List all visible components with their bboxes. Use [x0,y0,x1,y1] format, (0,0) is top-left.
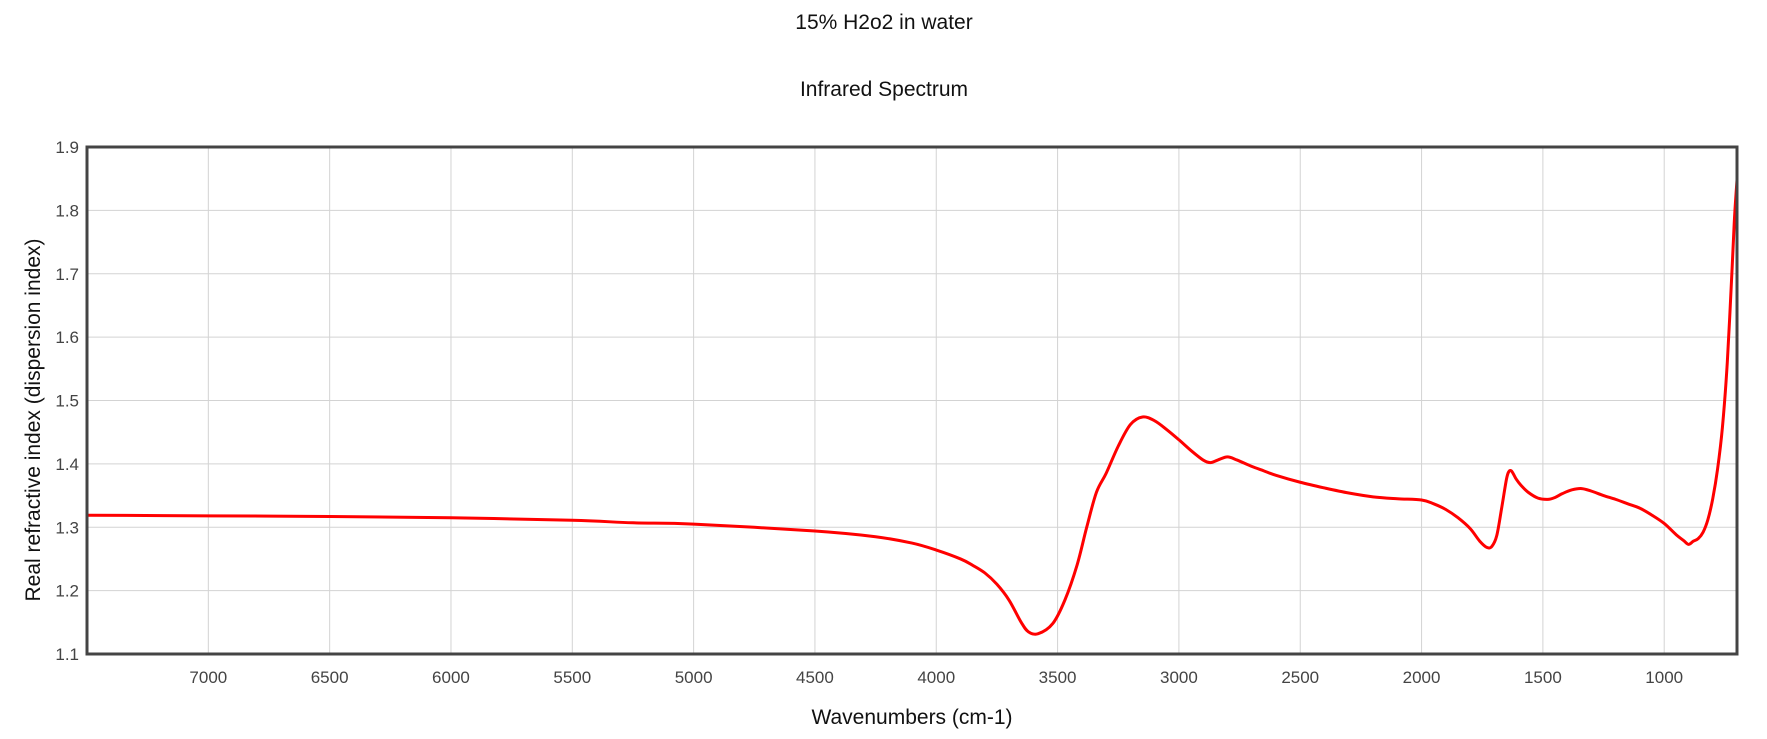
x-tick-label: 2500 [1281,668,1319,687]
y-tick-label: 1.3 [55,518,79,537]
x-axis-ticks: 7000 6500 6000 5500 5000 4500 4000 3500 3000 2500… [189,668,1683,687]
y-axis-label: Real refractive index (dispersion index) [22,239,45,602]
y-tick-label: 1.5 [55,392,79,411]
y-tick-label: 1.9 [55,138,79,157]
x-tick-label: 3500 [1039,668,1077,687]
x-tick-label: 4500 [796,668,834,687]
x-tick-label: 7000 [189,668,227,687]
y-tick-label: 1.7 [55,265,79,284]
x-tick-label: 3000 [1160,668,1198,687]
x-tick-label: 6000 [432,668,470,687]
chart-subtitle: Infrared Spectrum [800,78,968,101]
x-axis-label: Wavenumbers (cm-1) [811,706,1012,729]
y-tick-label: 1.8 [55,201,79,220]
x-tick-label: 6500 [311,668,349,687]
series-group [85,178,1739,636]
y-tick-label: 1.4 [55,455,79,474]
y-tick-label: 1.6 [55,328,79,347]
y-tick-label: 1.1 [55,645,79,664]
plot-frame [85,145,1739,656]
x-tick-label: 5000 [675,668,713,687]
y-tick-label: 1.2 [55,582,79,601]
x-tick-label: 2000 [1403,668,1441,687]
x-tick-label: 5500 [553,668,591,687]
grid-lines [87,146,1737,655]
spectrum-series-line [85,178,1739,636]
y-axis-ticks: 1.1 1.2 1.3 1.4 1.5 1.6 1.7 1.8 1.9 [55,138,79,664]
x-tick-label: 4000 [917,668,955,687]
chart-title: 15% H2o2 in water [795,11,972,34]
x-tick-label: 1500 [1524,668,1562,687]
x-tick-label: 1000 [1645,668,1683,687]
